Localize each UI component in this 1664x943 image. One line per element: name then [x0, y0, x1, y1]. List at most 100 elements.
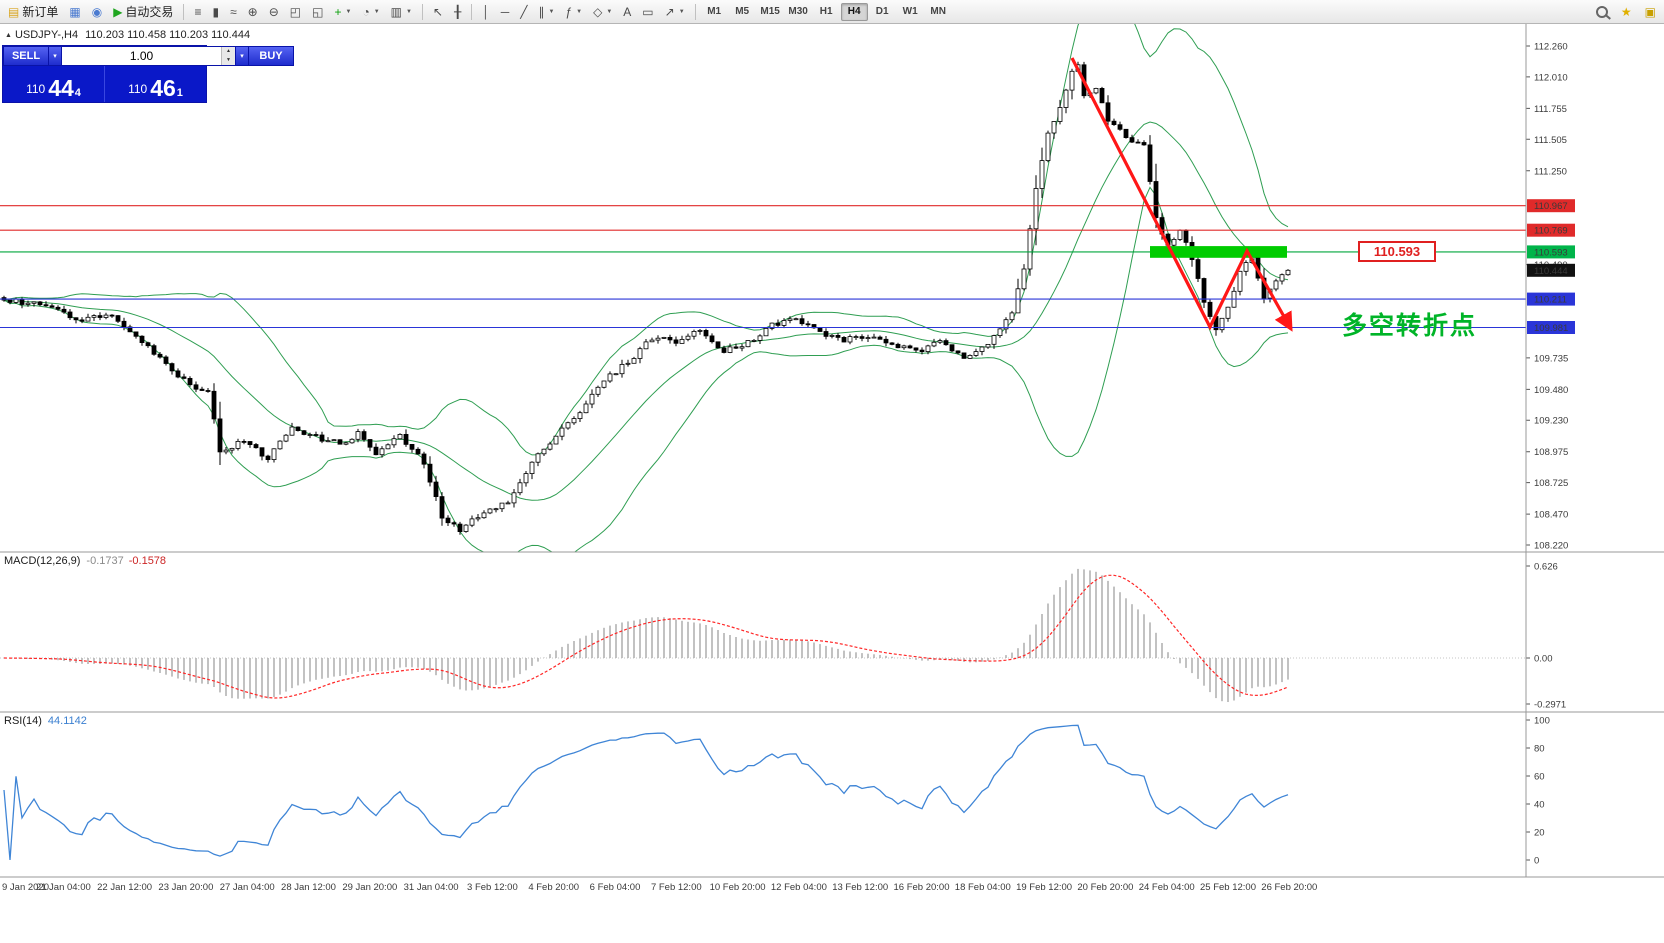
candle-body — [259, 447, 265, 457]
candle-body — [895, 343, 901, 349]
indicators-button[interactable]: + ▼ — [329, 2, 356, 22]
candle-body — [325, 440, 331, 443]
cascade-windows-button[interactable]: ◱ — [307, 2, 328, 22]
annotation-note[interactable]: 多空转折点 — [1342, 312, 1478, 340]
candle-body — [163, 356, 169, 364]
candle-body — [307, 434, 313, 436]
favorites-button[interactable]: ★ — [1616, 2, 1637, 22]
indicators-icon: + — [334, 4, 342, 19]
search-button[interactable] — [1591, 2, 1613, 22]
cursor-icon: ↖ — [432, 4, 443, 19]
channel-icon: ∥ — [538, 4, 545, 19]
cursor-button[interactable]: ↖ — [428, 2, 448, 22]
arrows-button[interactable]: ↗ ▼ — [660, 2, 690, 22]
candle-body — [361, 431, 367, 440]
timeframe-m1-button[interactable]: M1 — [701, 3, 728, 21]
price-tick-label: 111.505 — [1534, 135, 1567, 146]
horizontal-line-button[interactable]: ─ — [496, 2, 515, 22]
candle-body — [427, 463, 433, 483]
crosshair-button[interactable]: ╂ — [449, 2, 466, 22]
timeframe-w1-button[interactable]: W1 — [897, 3, 924, 21]
candle-body — [331, 439, 337, 442]
templates-button[interactable]: ▥ ▼ — [386, 2, 417, 22]
price-tick-label: 108.975 — [1534, 447, 1568, 458]
candlestick-chart-button[interactable]: ▮ — [207, 2, 224, 22]
vertical-line-button[interactable]: │ — [477, 2, 495, 22]
candle-body — [823, 331, 829, 337]
candlestick-chart-icon: ▮ — [212, 4, 220, 19]
chart-ohlc-values: 110.203 110.458 110.203 110.444 — [85, 29, 251, 41]
zoom-in-button[interactable]: ⊕ — [243, 2, 263, 22]
chart-expand-icon[interactable]: ▲ — [5, 32, 12, 39]
chart-title: ▲ USDJPY-,H4 110.203 110.458 110.203 110.4… — [5, 29, 250, 41]
price-tick-label: 108.725 — [1534, 478, 1568, 489]
label-button[interactable]: ▭ — [637, 2, 658, 22]
trend-arrow[interactable] — [1070, 57, 1293, 332]
chart-symbol-period: USDJPY-,H4 — [14, 29, 79, 41]
candle-body — [169, 363, 175, 372]
chart-window-button[interactable]: ▦ — [64, 2, 85, 22]
volume-input[interactable] — [62, 47, 221, 65]
macd-scale-label: 0.00 — [1534, 654, 1553, 665]
profile-button[interactable]: ◉ — [87, 2, 107, 22]
candle-body — [49, 305, 55, 308]
candle-body — [565, 422, 571, 429]
macd-signal-line — [3, 574, 1289, 699]
timeframe-h4-button[interactable]: H4 — [840, 2, 868, 21]
sell-price[interactable]: 110 44 4 — [3, 66, 105, 102]
timeframe-d1-button[interactable]: D1 — [869, 3, 896, 21]
timeframe-m15-button[interactable]: M15 — [757, 3, 784, 21]
candle-body — [439, 496, 445, 519]
time-axis-label: 25 Feb 12:00 — [1200, 882, 1256, 893]
vertical-line-icon: │ — [482, 4, 490, 19]
candle-body — [1129, 137, 1135, 143]
line-chart-button[interactable]: ≈ — [225, 2, 242, 22]
candle-body — [1039, 160, 1045, 189]
buy-button[interactable]: BUY — [248, 46, 294, 66]
text-button[interactable]: A — [618, 2, 636, 22]
tile-windows-icon: ◰ — [289, 4, 302, 19]
timeframe-m5-button[interactable]: M5 — [729, 3, 756, 21]
timeframe-mn-button[interactable]: MN — [925, 3, 952, 21]
fibonacci-button[interactable]: ƒ ▼ — [560, 2, 587, 22]
timeframe-h1-button[interactable]: H1 — [813, 3, 840, 21]
price-badge — [1527, 292, 1575, 306]
auto-trading-button[interactable]: ▶ 自动交易 — [108, 2, 178, 22]
dropdown-caret-icon: ▼ — [548, 8, 555, 15]
sell-price-big: 44 — [48, 75, 74, 101]
candle-body — [469, 518, 475, 526]
chart-canvas[interactable]: 112.260 112.010 111.755 111.505 111.250 110.4… — [0, 24, 1664, 943]
price-tick-label: 112.010 — [1534, 72, 1568, 83]
zoom-out-button[interactable]: ⊖ — [264, 2, 284, 22]
candle-body — [769, 322, 775, 329]
trendline-button[interactable]: ╱ — [515, 2, 532, 22]
sell-options-caret[interactable]: ▾ — [49, 46, 62, 66]
candle-body — [1123, 128, 1129, 139]
volume-up-button[interactable]: ▲ — [222, 47, 235, 56]
candle-body — [673, 339, 679, 344]
horizontal-line-icon: ─ — [500, 4, 510, 19]
buy-options-caret[interactable]: ▾ — [235, 46, 248, 66]
candle-body — [1057, 107, 1063, 122]
sell-button[interactable]: SELL — [3, 46, 49, 66]
bar-chart-button[interactable]: ≡ — [189, 2, 206, 22]
price-level-callout[interactable]: 110.593 — [1358, 241, 1436, 262]
candle-body — [913, 347, 919, 351]
volume-down-button[interactable]: ▼ — [222, 56, 235, 65]
new-order-button[interactable]: ▤ 新订单 — [3, 2, 63, 22]
tile-windows-button[interactable]: ◰ — [285, 2, 306, 22]
candle-body — [547, 443, 553, 450]
timeframe-m30-button[interactable]: M30 — [785, 3, 812, 21]
candle-body — [727, 346, 733, 353]
candle-body — [841, 336, 847, 343]
buy-price[interactable]: 110 46 1 — [105, 66, 206, 102]
candle-body — [1021, 268, 1027, 290]
time-axis-label: 21 Jan 04:00 — [36, 882, 91, 893]
channel-button[interactable]: ∥ ▼ — [533, 2, 559, 22]
community-button[interactable]: ▣ — [1640, 2, 1661, 22]
periods-button[interactable]: ◔ ▼ — [357, 2, 384, 22]
rsi-scale-label: 100 — [1534, 716, 1550, 727]
support-zone-highlight[interactable] — [1150, 246, 1287, 258]
rsi-pane — [3, 724, 1289, 861]
shapes-button[interactable]: ◇ ▼ — [588, 2, 617, 22]
